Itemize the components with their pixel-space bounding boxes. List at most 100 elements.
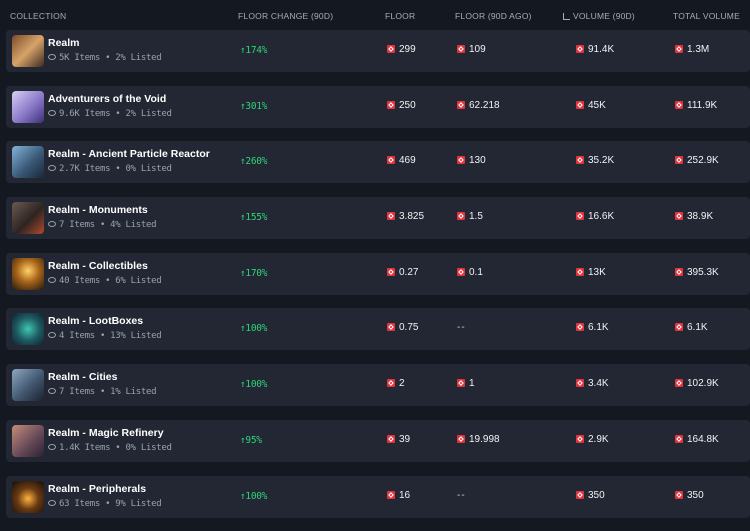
eye-icon: [48, 165, 56, 172]
header-floor-90d[interactable]: FLOOR (90D AGO): [455, 11, 532, 21]
volume-value: 16.6K: [576, 211, 614, 222]
table-row[interactable]: Adventurers of the Void 9.6K Items • 2% …: [6, 85, 750, 128]
floor-value-text: 0.27: [399, 266, 419, 278]
collection-meta: 4 Items • 13% Listed: [48, 331, 162, 341]
collection-meta-text: 5K Items • 2% Listed: [59, 53, 162, 63]
collection-name[interactable]: Realm - Peripherals: [48, 482, 147, 495]
volume-value-text: 35.2K: [588, 155, 615, 167]
table-row[interactable]: Realm - Cities 7 Items • 1% Listed ↑100%…: [6, 364, 750, 407]
volume-value-text: 3.4K: [588, 378, 609, 390]
floor-value-text: 299: [399, 44, 416, 55]
token-icon: [576, 379, 584, 388]
total-volume-value: 111.9K: [675, 100, 717, 111]
collection-name[interactable]: Realm - Cities: [48, 371, 118, 384]
floor-value-text: 0.75: [399, 322, 419, 334]
total-volume-value: 102.9K: [675, 378, 719, 389]
floor-90d-value: 109: [457, 44, 486, 55]
token-icon: [457, 434, 465, 443]
volume-value: 350: [576, 490, 605, 501]
eye-icon: [48, 332, 56, 339]
floor-90d-value-text: 109: [469, 44, 486, 55]
table-row[interactable]: Realm - LootBoxes 4 Items • 13% Listed ↑…: [6, 308, 750, 351]
total-volume-value-text: 111.9K: [687, 99, 718, 111]
volume-value-text: 2.9K: [588, 433, 609, 445]
header-floor-change[interactable]: FLOOR CHANGE (90D): [238, 11, 334, 21]
floor-90d-value-text: --: [457, 322, 466, 334]
table-row[interactable]: Realm - Monuments 7 Items • 4% Listed ↑1…: [6, 197, 750, 240]
table-row[interactable]: Realm - Magic Refinery 1.4K Items • 0% L…: [6, 419, 750, 462]
token-icon: [576, 100, 584, 109]
volume-value-text: 45K: [588, 99, 606, 111]
total-volume-value: 1.3M: [675, 44, 709, 55]
token-icon: [675, 156, 683, 165]
token-icon: [675, 212, 683, 221]
token-icon: [576, 434, 584, 443]
floor-value: 250: [387, 100, 416, 111]
floor-90d-value-text: 130: [469, 155, 486, 167]
token-icon: [387, 156, 395, 165]
total-volume-value: 350: [675, 490, 704, 501]
floor-90d-value-text: --: [457, 489, 466, 501]
floor-change-value: ↑170%: [240, 267, 268, 279]
floor-change-value: ↑95%: [240, 434, 262, 446]
table-row[interactable]: Realm - Collectibles 40 Items • 6% Liste…: [6, 252, 750, 295]
collection-meta: 2.7K Items • 0% Listed: [48, 164, 172, 174]
eye-icon: [48, 276, 56, 283]
token-icon: [576, 267, 584, 276]
collection-name[interactable]: Realm - Ancient Particle Reactor: [48, 148, 210, 161]
collection-meta: 40 Items • 6% Listed: [48, 276, 162, 286]
collection-name[interactable]: Realm: [48, 37, 80, 49]
collection-meta-text: 9.6K Items • 2% Listed: [59, 108, 172, 119]
total-volume-value: 164.8K: [675, 434, 719, 445]
collection-name[interactable]: Realm - LootBoxes: [48, 315, 144, 328]
floor-value: 299: [387, 44, 416, 55]
table-body: Realm 5K Items • 2% Listed ↑174% 299 109…: [0, 30, 750, 531]
token-icon: [387, 490, 395, 499]
floor-value-text: 250: [399, 99, 416, 111]
header-volume[interactable]: VOLUME (90D): [563, 11, 635, 21]
floor-90d-value-text: 0.1: [469, 266, 483, 278]
floor-change-value: ↑100%: [240, 490, 268, 502]
floor-value: 39: [387, 434, 410, 445]
header-floor[interactable]: FLOOR: [385, 11, 416, 21]
floor-change-value: ↑301%: [240, 100, 268, 112]
table-row[interactable]: Realm - Ancient Particle Reactor 2.7K It…: [6, 141, 750, 184]
token-icon: [387, 45, 395, 53]
total-volume-value-text: 252.9K: [687, 155, 719, 167]
total-volume-value-text: 38.9K: [687, 211, 714, 223]
eye-icon: [48, 109, 56, 116]
table-row[interactable]: Realm 5K Items • 2% Listed ↑174% 299 109…: [6, 30, 750, 72]
collection-name[interactable]: Realm - Collectibles: [48, 259, 148, 272]
header-collection[interactable]: COLLECTION: [10, 11, 67, 21]
floor-90d-value: 1.5: [457, 211, 483, 222]
token-icon: [675, 490, 683, 499]
total-volume-value: 395.3K: [675, 267, 719, 278]
volume-value: 3.4K: [576, 378, 609, 389]
table-row[interactable]: Realm - Peripherals 63 Items • 9% Listed…: [6, 475, 750, 518]
collection-thumbnail: [12, 369, 44, 402]
token-icon: [457, 267, 465, 276]
total-volume-value-text: 1.3M: [687, 44, 710, 55]
floor-90d-value: --: [457, 322, 466, 333]
floor-value: 16: [387, 490, 410, 501]
token-icon: [576, 212, 584, 221]
token-icon: [576, 323, 584, 332]
token-icon: [576, 490, 584, 499]
collection-name[interactable]: Adventurers of the Void: [48, 92, 167, 105]
total-volume-value: 6.1K: [675, 322, 708, 333]
collection-name[interactable]: Realm - Magic Refinery: [48, 426, 164, 439]
volume-value: 13K: [576, 267, 606, 278]
header-total-volume[interactable]: TOTAL VOLUME: [673, 11, 740, 21]
floor-value: 2: [387, 378, 405, 389]
collection-meta-text: 63 Items • 9% Listed: [59, 498, 162, 509]
floor-value-text: 16: [399, 489, 411, 501]
floor-90d-value-text: 62.218: [469, 99, 500, 111]
floor-90d-value: 130: [457, 155, 486, 166]
token-icon: [675, 379, 683, 388]
collection-name[interactable]: Realm - Monuments: [48, 204, 148, 217]
collection-thumbnail: [12, 90, 44, 123]
token-icon: [457, 212, 465, 221]
floor-90d-value-text: 1: [469, 378, 475, 390]
token-icon: [675, 323, 683, 332]
collection-thumbnail: [12, 35, 44, 67]
